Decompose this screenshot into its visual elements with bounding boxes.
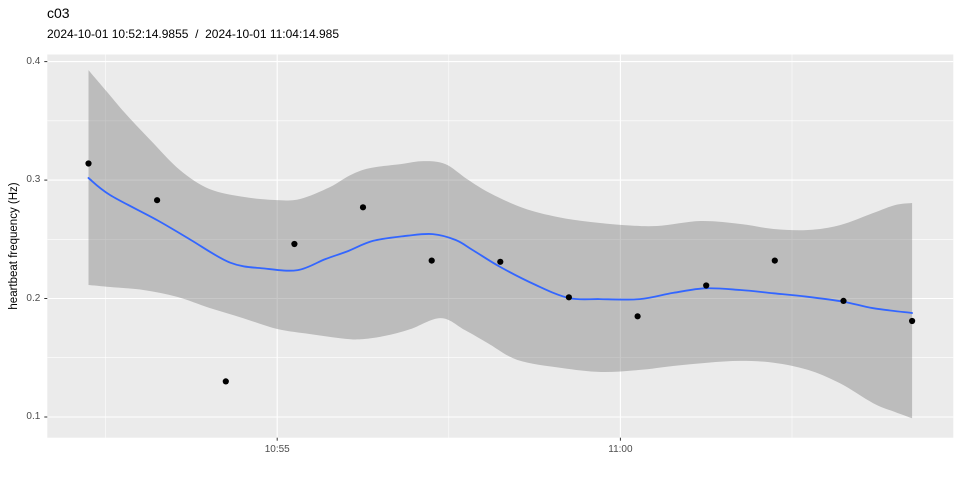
data-point — [565, 294, 573, 301]
data-point — [634, 313, 641, 320]
x-tick-label: 11:00 — [608, 443, 633, 455]
y-axis-title: heartbeat frequency (Hz) — [8, 182, 20, 310]
panel-background — [47, 54, 954, 438]
data-point — [703, 282, 710, 289]
data-point — [154, 197, 161, 204]
data-point — [291, 240, 298, 248]
data-point — [909, 317, 916, 325]
x-tick-label: 10:55 — [264, 443, 290, 455]
y-tick-label: 0.1 — [26, 410, 41, 422]
chart-title: c03 — [47, 5, 70, 21]
confidence-ribbon — [88, 70, 913, 419]
data-point — [85, 160, 92, 167]
data-point — [497, 258, 504, 265]
data-point — [359, 204, 367, 211]
data-point — [222, 378, 229, 385]
data-point — [771, 257, 778, 264]
y-tick-label: 0.4 — [26, 55, 41, 67]
data-point — [428, 257, 435, 264]
y-tick-label: 0.2 — [26, 292, 41, 304]
chart-subtitle: 2024-10-01 10:52:14.9855 / 2024-10-01 11… — [47, 27, 340, 41]
y-tick-label: 0.3 — [26, 174, 41, 186]
smooth-line — [87, 177, 913, 314]
data-point — [840, 297, 847, 304]
